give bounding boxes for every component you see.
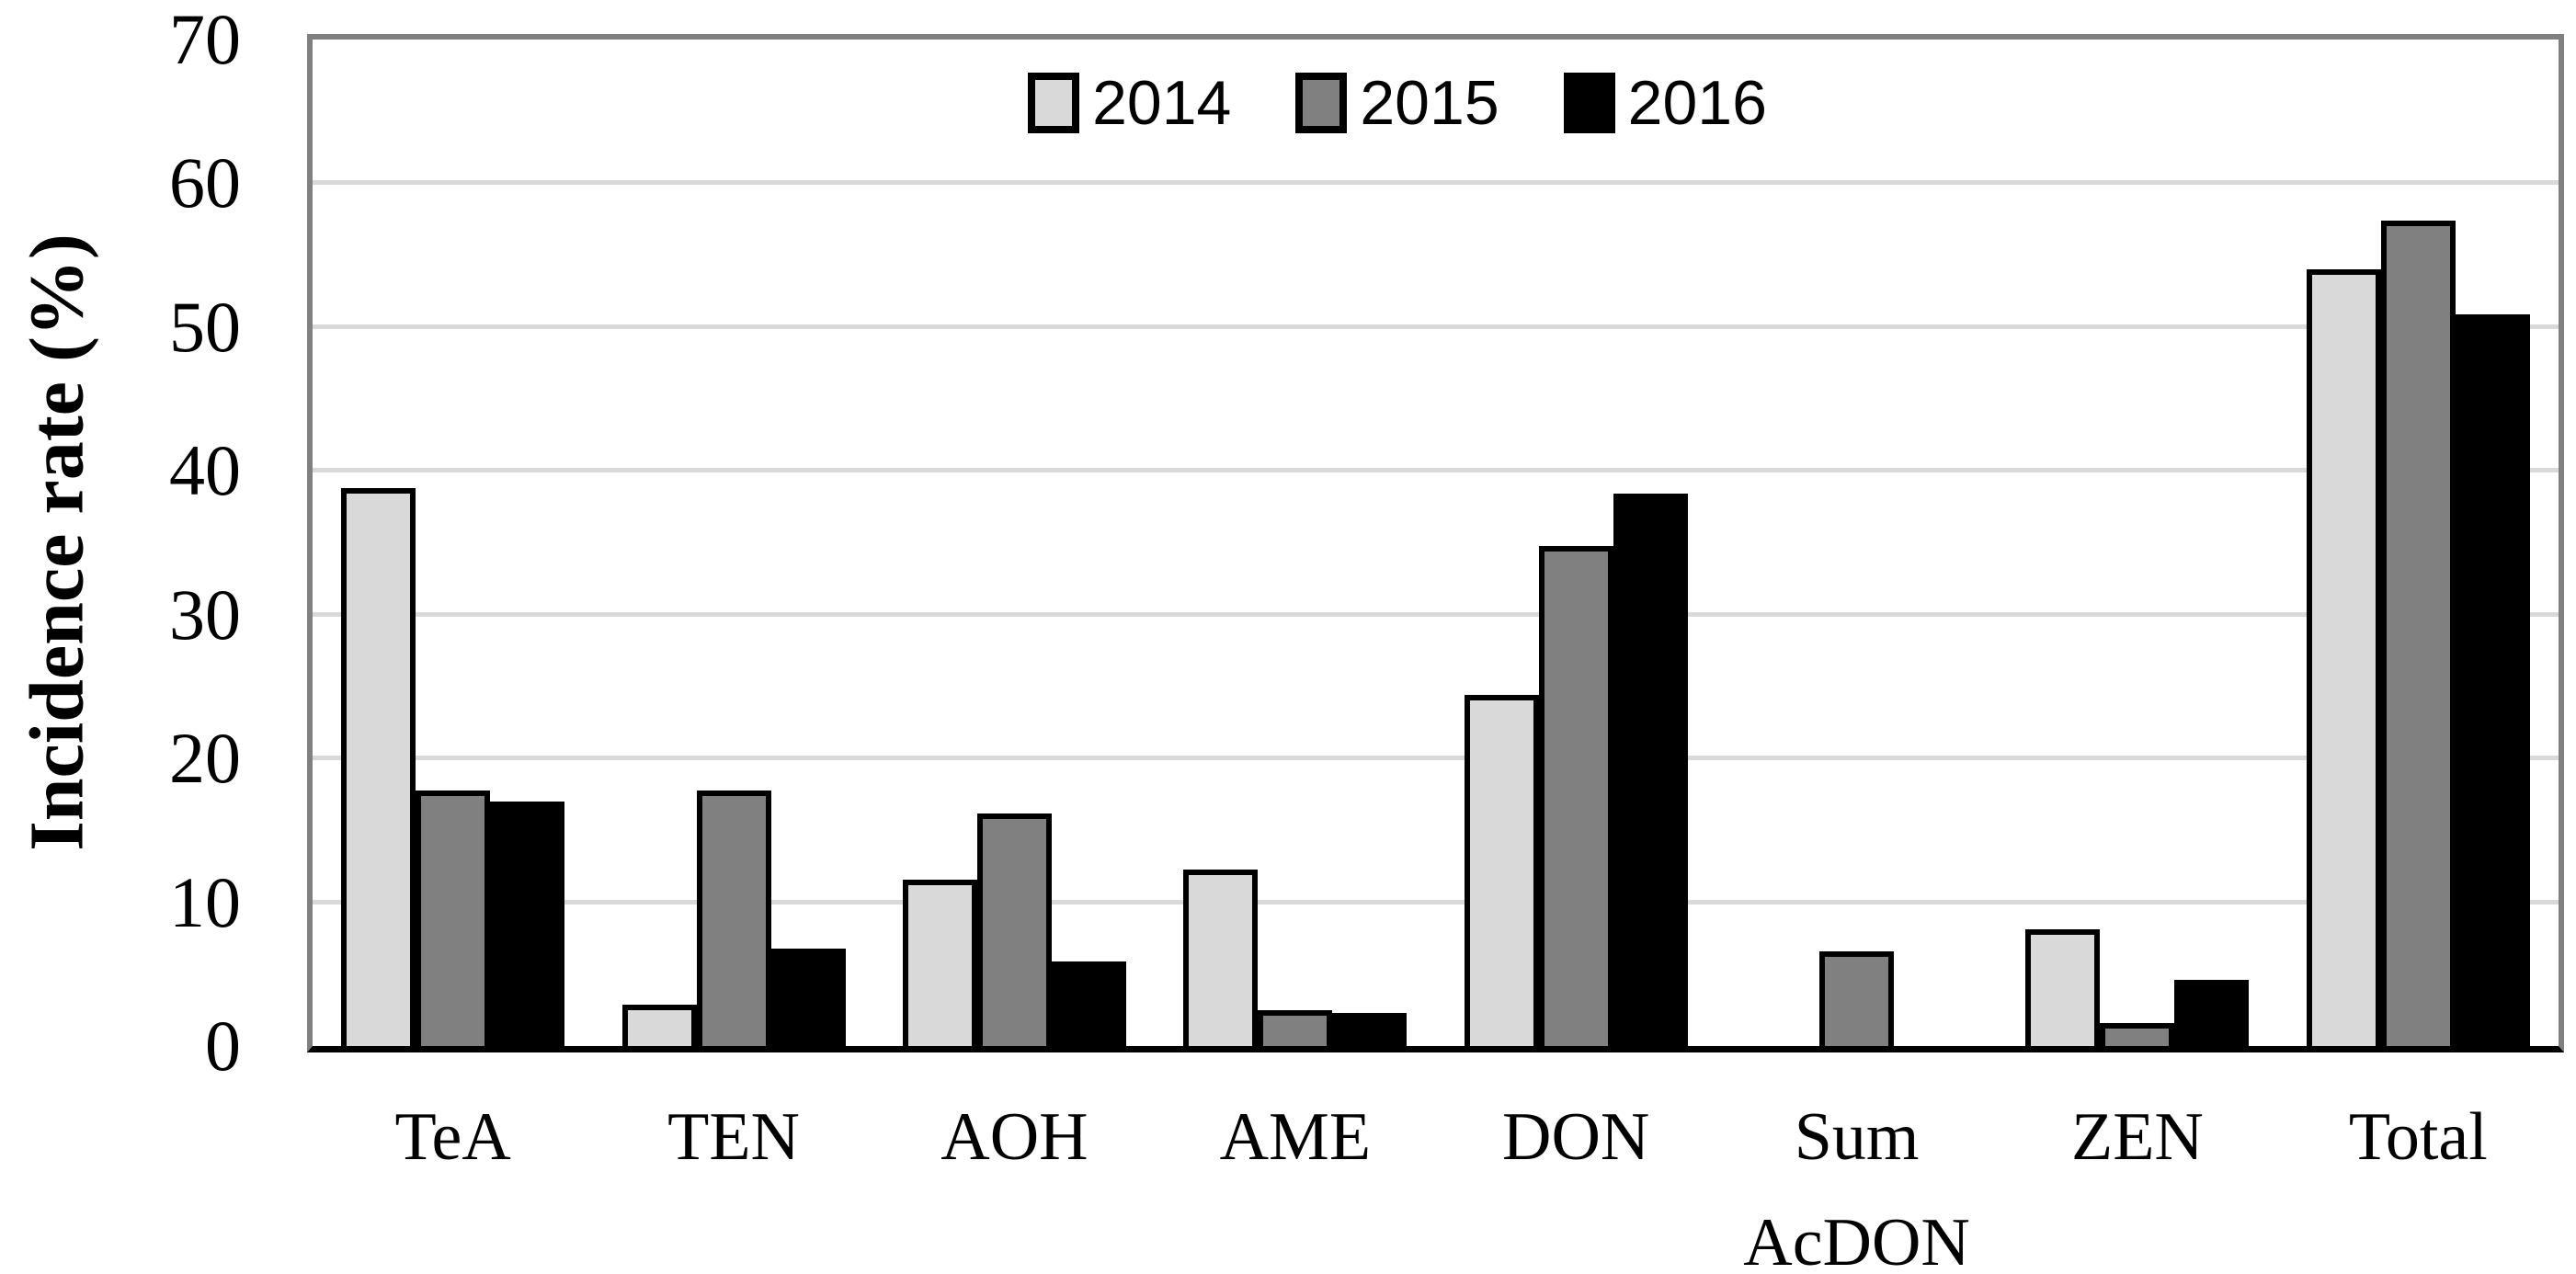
bar-aoh-2016 [1051,961,1126,1046]
y-tick-label-50: 50 [169,286,241,367]
x-axis-label-aoh: AOH [940,1099,1089,1175]
bar-zen-2016 [2174,980,2250,1046]
bar-ten-2016 [770,948,846,1046]
y-tick-label-0: 0 [205,1006,241,1086]
bar-total-2016 [2455,313,2530,1046]
legend-label-2016: 2016 [1627,68,1767,138]
bar-tea-2014 [341,488,416,1046]
gridline-50 [313,324,2559,329]
legend-label-2014: 2014 [1092,68,1232,138]
plot-area [307,34,2564,1052]
legend: 2014 2015 2016 [313,72,2482,134]
bar-don-2016 [1613,494,1688,1046]
x-axis-label-don: DON [1502,1099,1650,1175]
bar-sum-acdon-2015 [1819,950,1895,1046]
bar-aoh-2015 [976,813,1052,1046]
gridline-10 [313,899,2559,904]
bar-total-2015 [2380,221,2456,1046]
x-axis-label-ten: TEN [667,1099,800,1175]
bar-zen-2014 [2025,929,2101,1046]
bar-tea-2016 [490,802,565,1046]
gridline-30 [313,611,2559,617]
gridline-20 [313,756,2559,761]
y-tick-label-30: 30 [169,574,241,654]
legend-item-2015: 2015 [1295,72,1499,134]
legend-item-2014: 2014 [1028,72,1231,134]
legend-swatch-icon-2016 [1563,73,1615,133]
legend-label-2015: 2015 [1360,68,1499,138]
x-axis-label-zen: ZEN [2071,1099,2204,1175]
bar-aoh-2014 [902,879,977,1046]
bar-don-2014 [1464,695,1539,1046]
x-axis-label-total: Total [2348,1099,2488,1175]
bar-zen-2015 [2100,1022,2175,1046]
gridline-60 [313,180,2559,186]
legend-item-2016: 2016 [1563,68,1767,138]
bar-ame-2014 [1183,869,1259,1046]
x-axis-label-sum-acdon: Sum AcDON [1743,1099,1970,1274]
y-tick-label-70: 70 [169,0,241,79]
gridline-40 [313,468,2559,473]
bar-tea-2015 [416,790,491,1046]
bar-ten-2014 [621,1004,697,1046]
y-tick-label-20: 20 [169,718,241,799]
y-tick-label-60: 60 [169,142,241,223]
y-tick-label-40: 40 [169,430,241,511]
x-axis-label-tea: TeA [394,1099,511,1175]
bar-ten-2015 [696,790,771,1046]
x-axis-label-ame: AME [1219,1099,1372,1175]
legend-swatch-icon-2014 [1028,73,1080,133]
legend-swatch-icon-2015 [1295,73,1348,133]
y-tick-label-10: 10 [169,861,241,942]
bar-don-2015 [1538,545,1613,1046]
bar-ame-2016 [1332,1013,1408,1046]
bar-ame-2015 [1258,1009,1333,1046]
bar-total-2014 [2306,269,2381,1046]
